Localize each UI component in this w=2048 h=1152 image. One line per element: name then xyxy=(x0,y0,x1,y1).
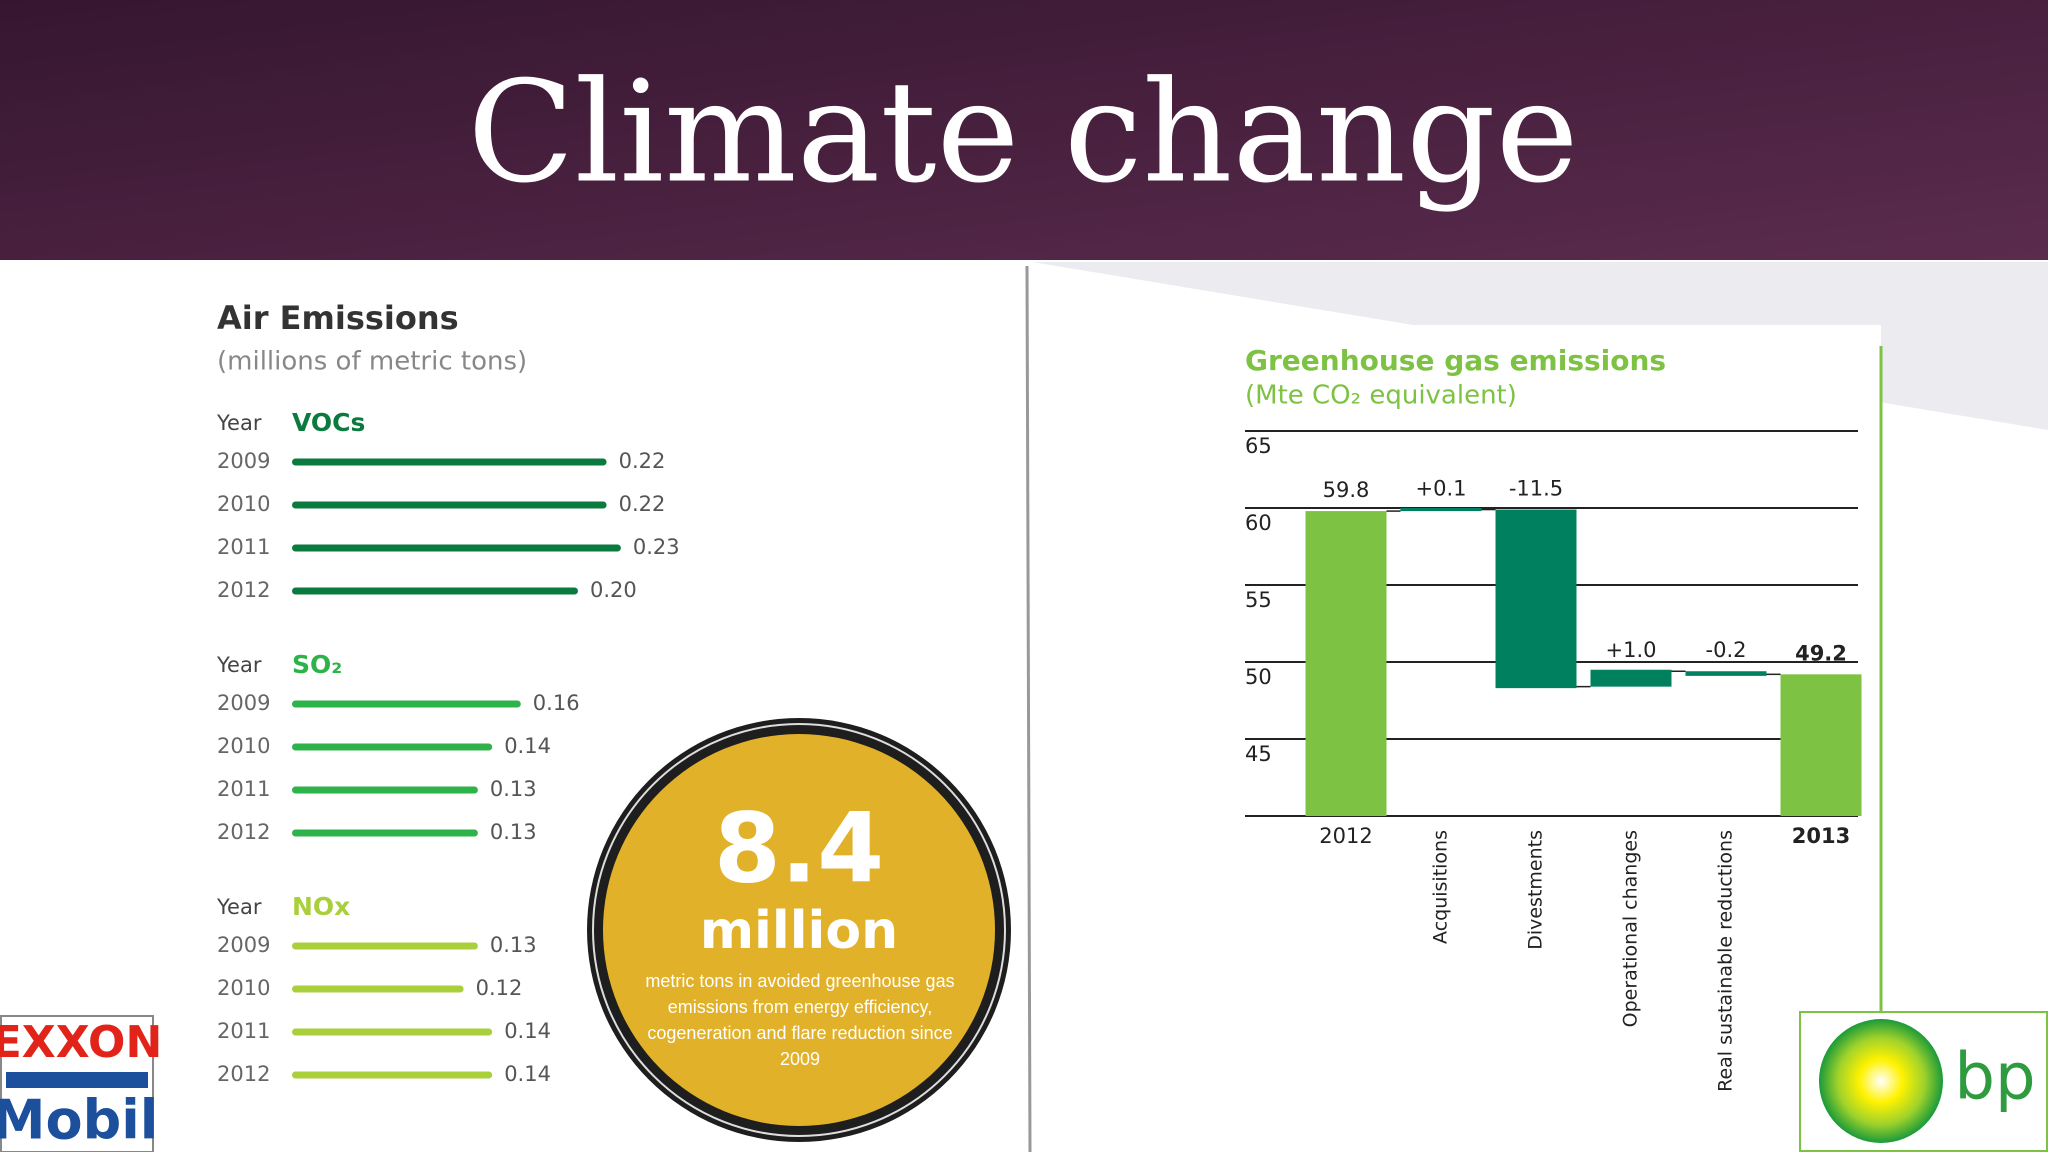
bar xyxy=(1685,671,1767,675)
bar xyxy=(292,1071,493,1079)
logo-text: Mobil xyxy=(0,1089,158,1152)
y-tick-label: 60 xyxy=(1245,511,1272,535)
y-tick-label: 2011 xyxy=(217,1019,270,1043)
logo-text: bp xyxy=(1954,1041,2035,1115)
value-label: 0.16 xyxy=(533,691,580,715)
value-label: 0.14 xyxy=(504,734,551,758)
x-tick-label: Divestments xyxy=(1525,830,1547,950)
y-tick-label: 2010 xyxy=(217,492,270,516)
value-label: 49.2 xyxy=(1795,641,1847,665)
panel-name: NOx xyxy=(292,892,350,921)
panel-header: Year xyxy=(216,653,262,677)
value-label: 59.8 xyxy=(1323,478,1370,502)
callout-circle xyxy=(603,734,995,1126)
y-tick-label: 2010 xyxy=(217,976,270,1000)
bar xyxy=(292,985,464,993)
value-label: 0.13 xyxy=(490,933,537,957)
bar xyxy=(292,544,621,552)
value-label: 0.12 xyxy=(476,976,523,1000)
y-tick-label: 2009 xyxy=(217,691,270,715)
value-label: -11.5 xyxy=(1509,477,1563,501)
bar xyxy=(292,501,607,509)
x-tick-label: Acquisitions xyxy=(1430,830,1452,944)
callout-unit: million xyxy=(700,901,898,961)
header-bar xyxy=(0,0,2048,260)
callout-value: 8.4 xyxy=(714,792,884,904)
y-tick-label: 55 xyxy=(1245,588,1272,612)
y-tick-label: 2012 xyxy=(217,1062,270,1086)
slide-title: Climate change xyxy=(467,52,1578,215)
y-tick-label: 2011 xyxy=(217,535,270,559)
x-tick-label: Operational changes xyxy=(1620,830,1642,1027)
bar xyxy=(1590,671,1672,687)
panel-header: Year xyxy=(216,895,262,919)
value-label: 0.14 xyxy=(504,1019,551,1043)
x-tick-label: Real sustainable reductions xyxy=(1715,830,1737,1092)
bar xyxy=(292,458,607,466)
panel-name: VOCs xyxy=(292,408,365,437)
x-tick-label: 2012 xyxy=(1319,824,1372,848)
y-tick-label: 50 xyxy=(1245,665,1272,689)
value-label: 0.20 xyxy=(590,578,637,602)
panel-name: SO₂ xyxy=(292,650,342,679)
y-tick-label: 2009 xyxy=(217,449,270,473)
bar xyxy=(292,829,478,837)
chart-subtitle: (Mte CO₂ equivalent) xyxy=(1245,381,1517,411)
value-label: +0.1 xyxy=(1416,477,1467,501)
y-tick-label: 2011 xyxy=(217,777,270,801)
value-label: 0.22 xyxy=(619,492,666,516)
chart-subtitle: (millions of metric tons) xyxy=(217,347,527,377)
y-tick-label: 45 xyxy=(1245,742,1272,766)
bar xyxy=(292,786,478,794)
bar xyxy=(292,587,578,595)
panel-header: Year xyxy=(216,411,262,435)
value-label: 0.13 xyxy=(490,820,537,844)
chart-title: Air Emissions xyxy=(217,299,459,337)
logo-text: EXXON xyxy=(0,1017,162,1068)
value-label: 0.13 xyxy=(490,777,537,801)
value-label: -0.2 xyxy=(1706,638,1747,662)
bar xyxy=(292,700,521,708)
bar xyxy=(1495,509,1577,687)
divider xyxy=(1025,265,1032,1152)
y-tick-label: 2012 xyxy=(217,578,270,602)
bp-helios xyxy=(1819,1019,1943,1143)
x-tick-label: 2013 xyxy=(1792,824,1850,848)
y-tick-label: 2010 xyxy=(217,734,270,758)
bar xyxy=(292,743,493,751)
callout-text: metric tons in avoided greenhouse gas em… xyxy=(645,971,955,1069)
value-label: 0.14 xyxy=(504,1062,551,1086)
y-tick-label: 65 xyxy=(1245,434,1272,458)
y-tick-label: 2009 xyxy=(217,933,270,957)
bar xyxy=(292,1028,493,1036)
callout-outline xyxy=(592,723,1006,1137)
logo-stripe xyxy=(6,1072,148,1088)
bar xyxy=(292,942,478,950)
bar xyxy=(1780,674,1862,816)
value-label: +1.0 xyxy=(1606,638,1657,662)
chart-title: Greenhouse gas emissions xyxy=(1245,344,1666,377)
bar xyxy=(1305,511,1387,816)
value-label: 0.23 xyxy=(633,535,680,559)
value-label: 0.22 xyxy=(619,449,666,473)
y-tick-label: 2012 xyxy=(217,820,270,844)
